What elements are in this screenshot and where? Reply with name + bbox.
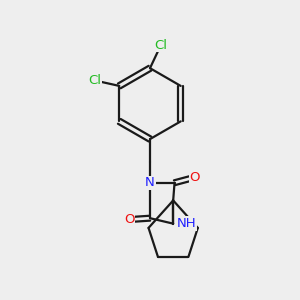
Text: N: N [145,176,155,189]
Text: NH: NH [177,217,197,230]
Text: Cl: Cl [88,74,101,87]
Text: O: O [190,171,200,184]
Text: O: O [124,213,135,226]
Text: Cl: Cl [154,38,167,52]
